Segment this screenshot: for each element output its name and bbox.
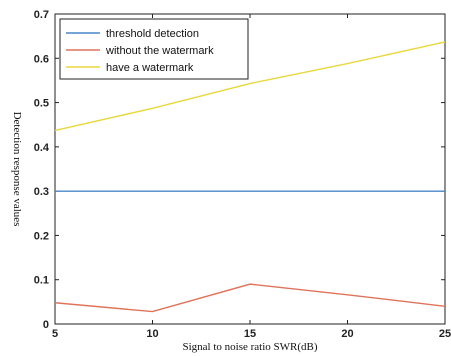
series-line-2 bbox=[54, 41, 446, 132]
series-line-1 bbox=[54, 283, 446, 313]
legend: threshold detection without the watermark… bbox=[59, 18, 249, 80]
y-tick-label: 0.5 bbox=[34, 98, 49, 110]
x-tick-label: 10 bbox=[146, 328, 158, 340]
x-tick-label: 20 bbox=[341, 328, 353, 340]
x-tick-label: 25 bbox=[439, 328, 451, 340]
y-tick-label: 0.3 bbox=[34, 186, 49, 198]
series-layer bbox=[54, 41, 446, 313]
x-tick-label: 15 bbox=[244, 328, 256, 340]
x-tick-label: 5 bbox=[52, 328, 58, 340]
x-axis-label: Signal to noise ratio SWR(dB) bbox=[182, 341, 317, 353]
legend-label-0: threshold detection bbox=[106, 28, 199, 40]
y-axis-label: Detection response values bbox=[11, 112, 23, 227]
x-axis-ticks: 5 10 15 20 25 bbox=[52, 14, 451, 340]
y-tick-label: 0.7 bbox=[34, 9, 49, 21]
y-tick-label: 0.4 bbox=[34, 142, 50, 154]
y-tick-label: 0.2 bbox=[34, 230, 49, 242]
legend-label-1: without the watermark bbox=[105, 45, 214, 57]
legend-box bbox=[59, 18, 249, 80]
legend-label-2: have a watermark bbox=[106, 62, 194, 74]
y-tick-label: 0.6 bbox=[34, 53, 49, 65]
y-tick-label: 0.1 bbox=[34, 275, 49, 287]
y-tick-label: 0 bbox=[43, 319, 49, 331]
y-axis-ticks: 0 0.1 0.2 0.3 0.4 0.5 0.6 0.7 bbox=[34, 9, 445, 331]
